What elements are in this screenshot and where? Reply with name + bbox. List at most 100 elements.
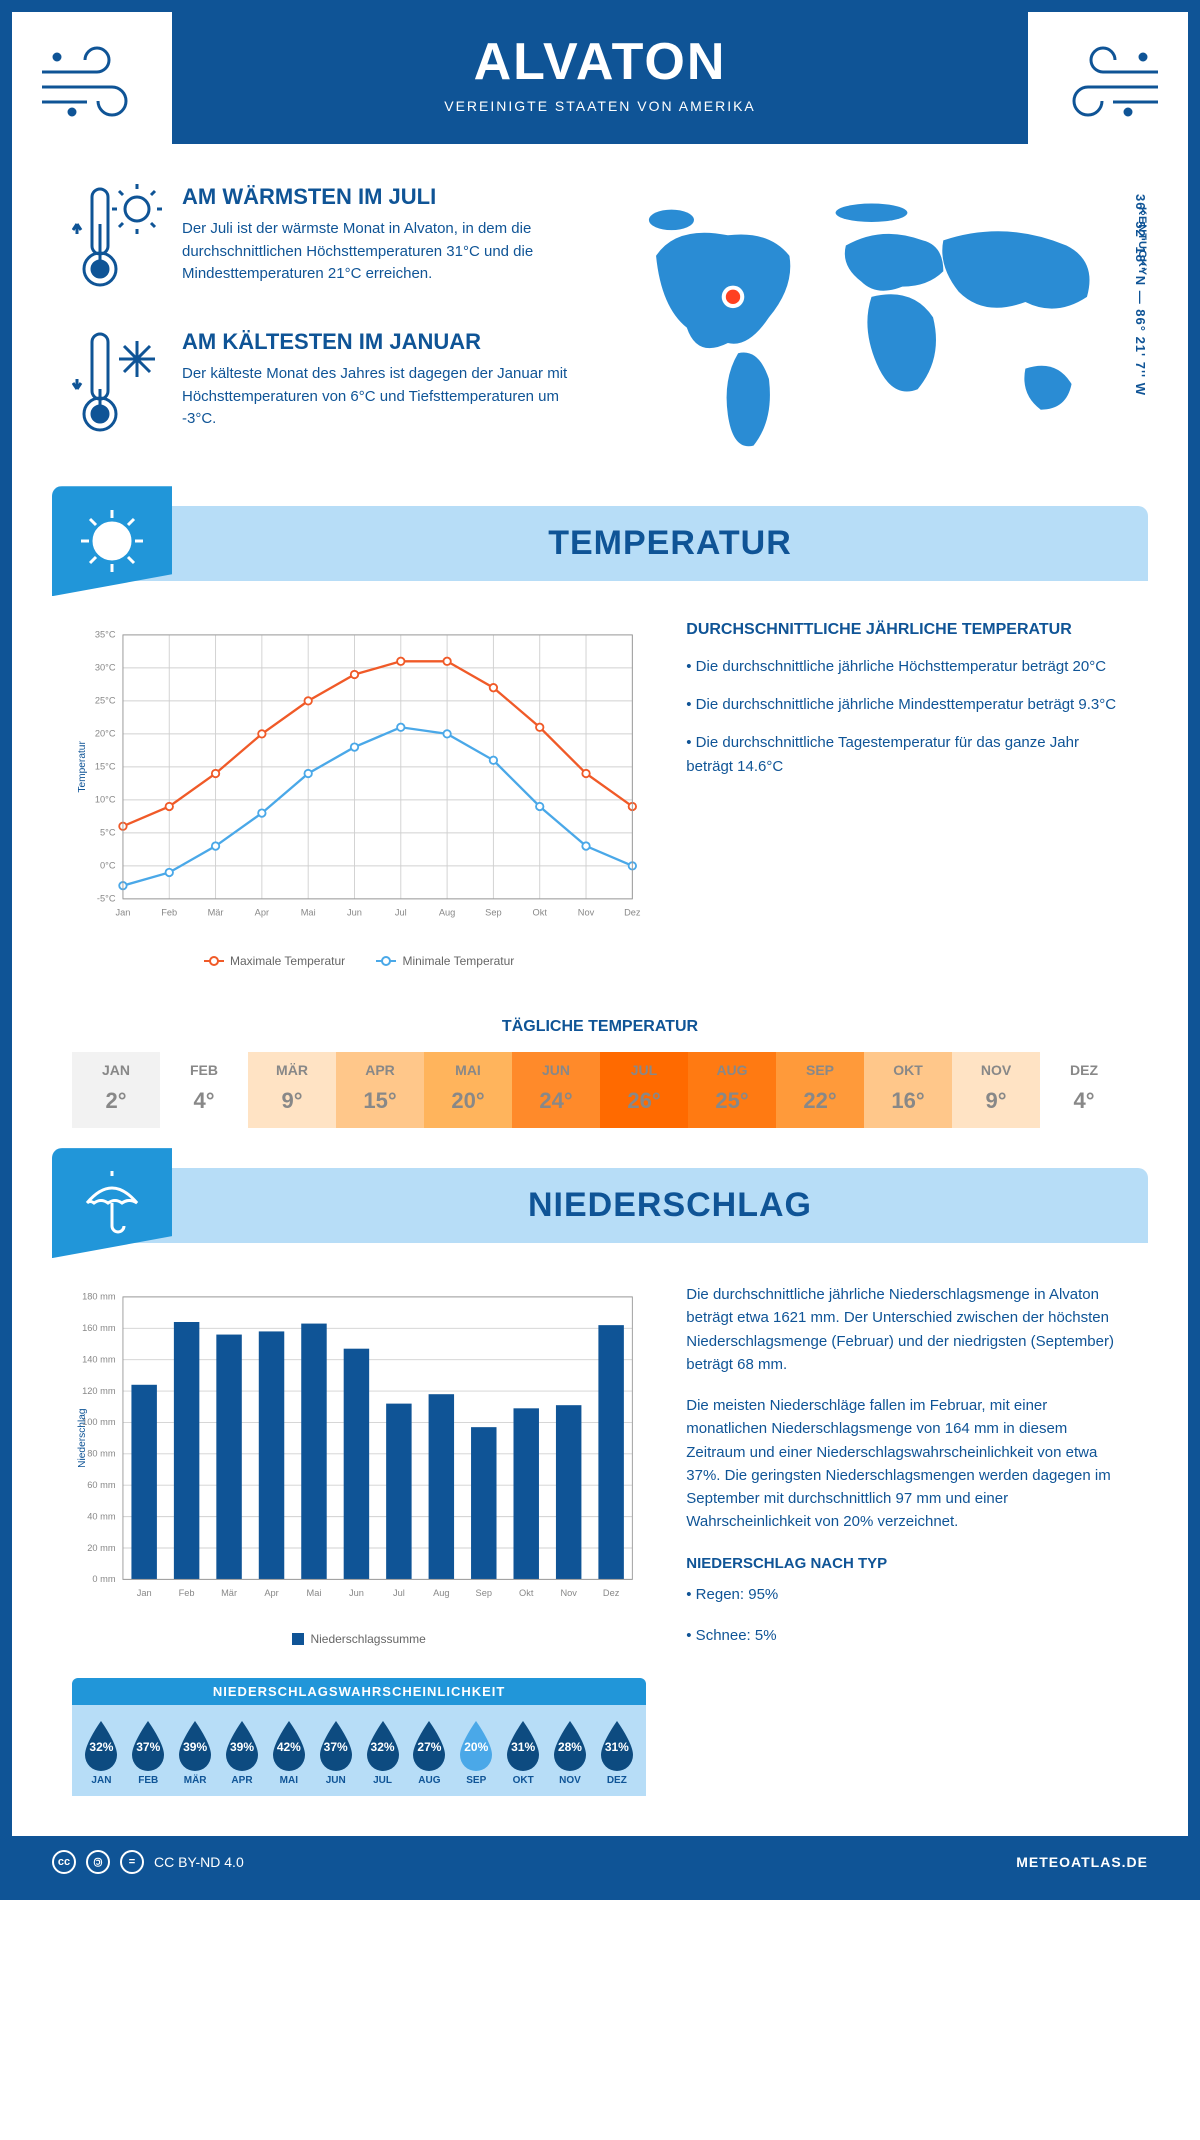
wind-icon (1028, 12, 1188, 152)
warmest-title: AM WÄRMSTEN IM JULI (182, 184, 585, 210)
svg-text:Jun: Jun (347, 908, 362, 918)
daily-temp-heading: TÄGLICHE TEMPERATUR (12, 1018, 1188, 1036)
footer: cc 🄯 = CC BY-ND 4.0 METEOATLAS.DE (12, 1836, 1188, 1888)
daily-cell: OKT16° (864, 1052, 952, 1128)
temp-bullet-2: • Die durchschnittliche jährliche Mindes… (686, 693, 1128, 717)
cc-icon: cc (52, 1850, 76, 1874)
probability-drop: 37% JUN (314, 1719, 357, 1786)
daily-cell: MAI20° (424, 1052, 512, 1128)
svg-text:Feb: Feb (179, 1588, 195, 1598)
svg-text:60 mm: 60 mm (87, 1480, 116, 1490)
svg-text:Apr: Apr (255, 908, 269, 918)
temp-summary-heading: DURCHSCHNITTLICHE JÄHRLICHE TEMPERATUR (686, 621, 1128, 639)
coldest-fact: AM KÄLTESTEN IM JANUAR Der kälteste Mona… (72, 329, 585, 444)
probability-drop: 31% OKT (502, 1719, 545, 1786)
warmest-fact: AM WÄRMSTEN IM JULI Der Juli ist der wär… (72, 184, 585, 299)
probability-drop: 32% JAN (80, 1719, 123, 1786)
precip-banner: NIEDERSCHLAG (52, 1168, 1148, 1243)
probability-drop: 28% NOV (549, 1719, 592, 1786)
temp-bullet-1: • Die durchschnittliche jährliche Höchst… (686, 655, 1128, 679)
svg-text:Okt: Okt (519, 1588, 534, 1598)
svg-text:Jan: Jan (137, 1588, 152, 1598)
temperature-heading: TEMPERATUR (192, 524, 1148, 563)
probability-drop: 42% MAI (267, 1719, 310, 1786)
temperature-line-chart: -5°C0°C5°C10°C15°C20°C25°C30°C35°CJanFeb… (72, 621, 646, 968)
daily-cell: DEZ4° (1040, 1052, 1128, 1128)
svg-text:15°C: 15°C (95, 762, 116, 772)
nd-icon: = (120, 1850, 144, 1874)
license-label: CC BY-ND 4.0 (154, 1854, 244, 1870)
daily-temperature-table: JAN2°FEB4°MÄR9°APR15°MAI20°JUN24°JUL26°A… (72, 1052, 1128, 1128)
thermometer-sun-icon (72, 184, 162, 299)
page-subtitle: VEREINIGTE STAATEN VON AMERIKA (12, 98, 1188, 114)
probability-drop: 39% MÄR (174, 1719, 217, 1786)
daily-cell: APR15° (336, 1052, 424, 1128)
site-label: METEOATLAS.DE (1016, 1854, 1148, 1870)
precip-type-1: • Regen: 95% (686, 1583, 1128, 1606)
facts-column: AM WÄRMSTEN IM JULI Der Juli ist der wär… (72, 184, 585, 476)
svg-text:Aug: Aug (433, 1588, 449, 1598)
probability-drop: 39% APR (221, 1719, 264, 1786)
svg-text:140 mm: 140 mm (82, 1355, 116, 1365)
temp-legend: Maximale Temperatur Minimale Temperatur (72, 951, 646, 968)
legend-min: Minimale Temperatur (402, 954, 514, 968)
svg-text:5°C: 5°C (100, 828, 116, 838)
svg-text:Dez: Dez (603, 1588, 620, 1598)
svg-text:Mai: Mai (301, 908, 316, 918)
by-icon: 🄯 (86, 1850, 110, 1874)
svg-text:Mai: Mai (307, 1588, 322, 1598)
thermometer-snow-icon (72, 329, 162, 444)
svg-text:Sep: Sep (485, 908, 501, 918)
daily-cell: JUN24° (512, 1052, 600, 1128)
svg-text:20°C: 20°C (95, 729, 116, 739)
daily-cell: AUG25° (688, 1052, 776, 1128)
sun-icon (52, 486, 172, 596)
probability-drop: 27% AUG (408, 1719, 451, 1786)
daily-cell: MÄR9° (248, 1052, 336, 1128)
svg-text:120 mm: 120 mm (82, 1386, 116, 1396)
precip-legend: Niederschlagssumme (72, 1632, 646, 1648)
precip-summary: Die durchschnittliche jährliche Niedersc… (686, 1283, 1128, 1795)
probability-drop: 37% FEB (127, 1719, 170, 1786)
svg-text:80 mm: 80 mm (87, 1449, 116, 1459)
legend-max: Maximale Temperatur (230, 954, 345, 968)
probability-drop: 31% DEZ (595, 1719, 638, 1786)
daily-cell: NOV9° (952, 1052, 1040, 1128)
svg-text:Dez: Dez (624, 908, 641, 918)
svg-text:0°C: 0°C (100, 861, 116, 871)
svg-text:20 mm: 20 mm (87, 1543, 116, 1553)
precip-probability-box: NIEDERSCHLAGSWAHRSCHEINLICHKEIT 32% JAN … (72, 1678, 646, 1796)
svg-text:Jun: Jun (349, 1588, 364, 1598)
precip-legend-label: Niederschlagssumme (310, 1632, 425, 1646)
precip-bar-chart: 0 mm20 mm40 mm60 mm80 mm100 mm120 mm140 … (72, 1283, 646, 1647)
svg-text:Feb: Feb (161, 908, 177, 918)
svg-text:Nov: Nov (578, 908, 595, 918)
svg-text:10°C: 10°C (95, 795, 116, 805)
precip-para-1: Die durchschnittliche jährliche Niedersc… (686, 1283, 1128, 1376)
daily-cell: FEB4° (160, 1052, 248, 1128)
precip-para-2: Die meisten Niederschläge fallen im Febr… (686, 1394, 1128, 1534)
svg-text:40 mm: 40 mm (87, 1512, 116, 1522)
svg-text:25°C: 25°C (95, 696, 116, 706)
svg-text:Temperatur: Temperatur (77, 741, 88, 793)
page-title: ALVATON (12, 32, 1188, 92)
coldest-body: Der kälteste Monat des Jahres ist dagege… (182, 363, 585, 431)
header: ALVATON VEREINIGTE STAATEN VON AMERIKA (12, 12, 1188, 144)
temperature-banner: TEMPERATUR (52, 506, 1148, 581)
wind-icon (12, 12, 172, 152)
svg-text:Niederschlag: Niederschlag (77, 1409, 88, 1468)
svg-text:30°C: 30°C (95, 663, 116, 673)
svg-text:35°C: 35°C (95, 630, 116, 640)
svg-text:Jul: Jul (393, 1588, 405, 1598)
warmest-body: Der Juli ist der wärmste Monat in Alvato… (182, 218, 585, 286)
daily-cell: JUL26° (600, 1052, 688, 1128)
svg-text:-5°C: -5°C (97, 894, 116, 904)
coords-label: 36° 52' 18'' N — 86° 21' 7'' W (1133, 194, 1148, 396)
daily-cell: SEP22° (776, 1052, 864, 1128)
precip-heading: NIEDERSCHLAG (192, 1186, 1148, 1225)
probability-drop: 20% SEP (455, 1719, 498, 1786)
page: ALVATON VEREINIGTE STAATEN VON AMERIKA (0, 0, 1200, 1900)
svg-text:Mär: Mär (208, 908, 224, 918)
precip-type-heading: NIEDERSCHLAG NACH TYP (686, 1552, 1128, 1575)
umbrella-icon (52, 1148, 172, 1258)
